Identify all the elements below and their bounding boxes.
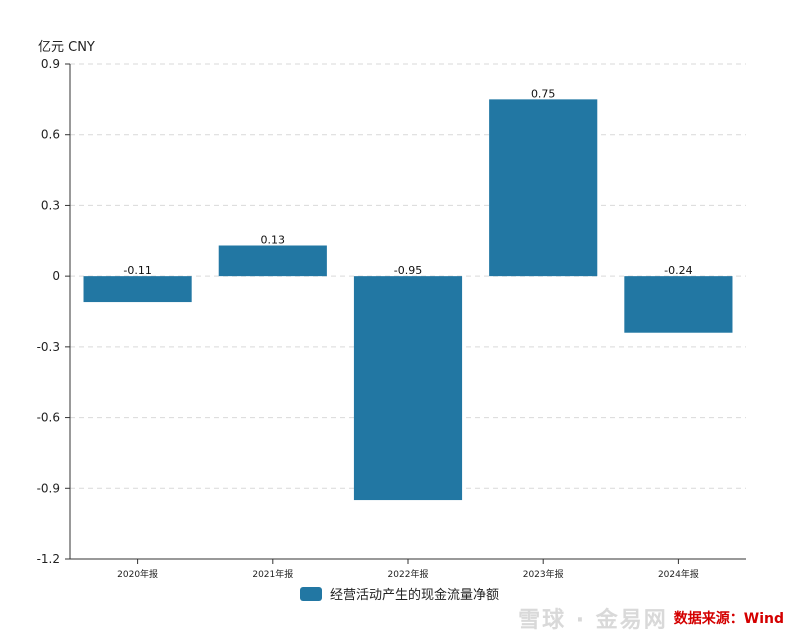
legend-swatch — [300, 586, 322, 601]
data-label: -0.95 — [394, 264, 422, 277]
watermark: 雪球 · 金易网 数据来源：Wind — [518, 602, 784, 634]
legend-label: 经营活动产生的现金流量净额 — [330, 588, 500, 603]
data-label: -0.24 — [664, 264, 692, 277]
y-tick-label: 0.9 — [41, 57, 60, 71]
y-tick-label: -0.3 — [37, 340, 60, 354]
data-label: 0.75 — [531, 87, 556, 100]
data-label: -0.11 — [123, 264, 151, 277]
bar — [353, 276, 463, 501]
x-tick-label: 2024年报 — [658, 568, 699, 580]
bar — [489, 99, 598, 277]
unit-label: 亿元 CNY — [38, 40, 95, 55]
x-tick-label: 2020年报 — [117, 568, 158, 580]
y-tick-label: -1.2 — [37, 552, 60, 566]
bar — [218, 245, 327, 277]
data-label: 0.13 — [261, 234, 286, 247]
y-tick-label: -0.9 — [37, 481, 60, 495]
y-tick-label: 0 — [52, 269, 60, 283]
data-source-label: 数据来源：Wind — [673, 611, 784, 627]
x-tick-label: 2023年报 — [523, 568, 564, 580]
legend: 经营活动产生的现金流量净额 — [300, 584, 499, 603]
x-tick-label: 2021年报 — [252, 568, 293, 580]
watermark-logo: 雪球 · 金易网 — [518, 608, 668, 633]
y-tick-label: 0.3 — [41, 198, 60, 212]
bar — [83, 276, 192, 303]
y-tick-label: -0.6 — [37, 411, 60, 425]
x-tick-label: 2022年报 — [388, 568, 429, 580]
y-tick-label: 0.6 — [41, 128, 60, 142]
bar — [624, 276, 733, 333]
